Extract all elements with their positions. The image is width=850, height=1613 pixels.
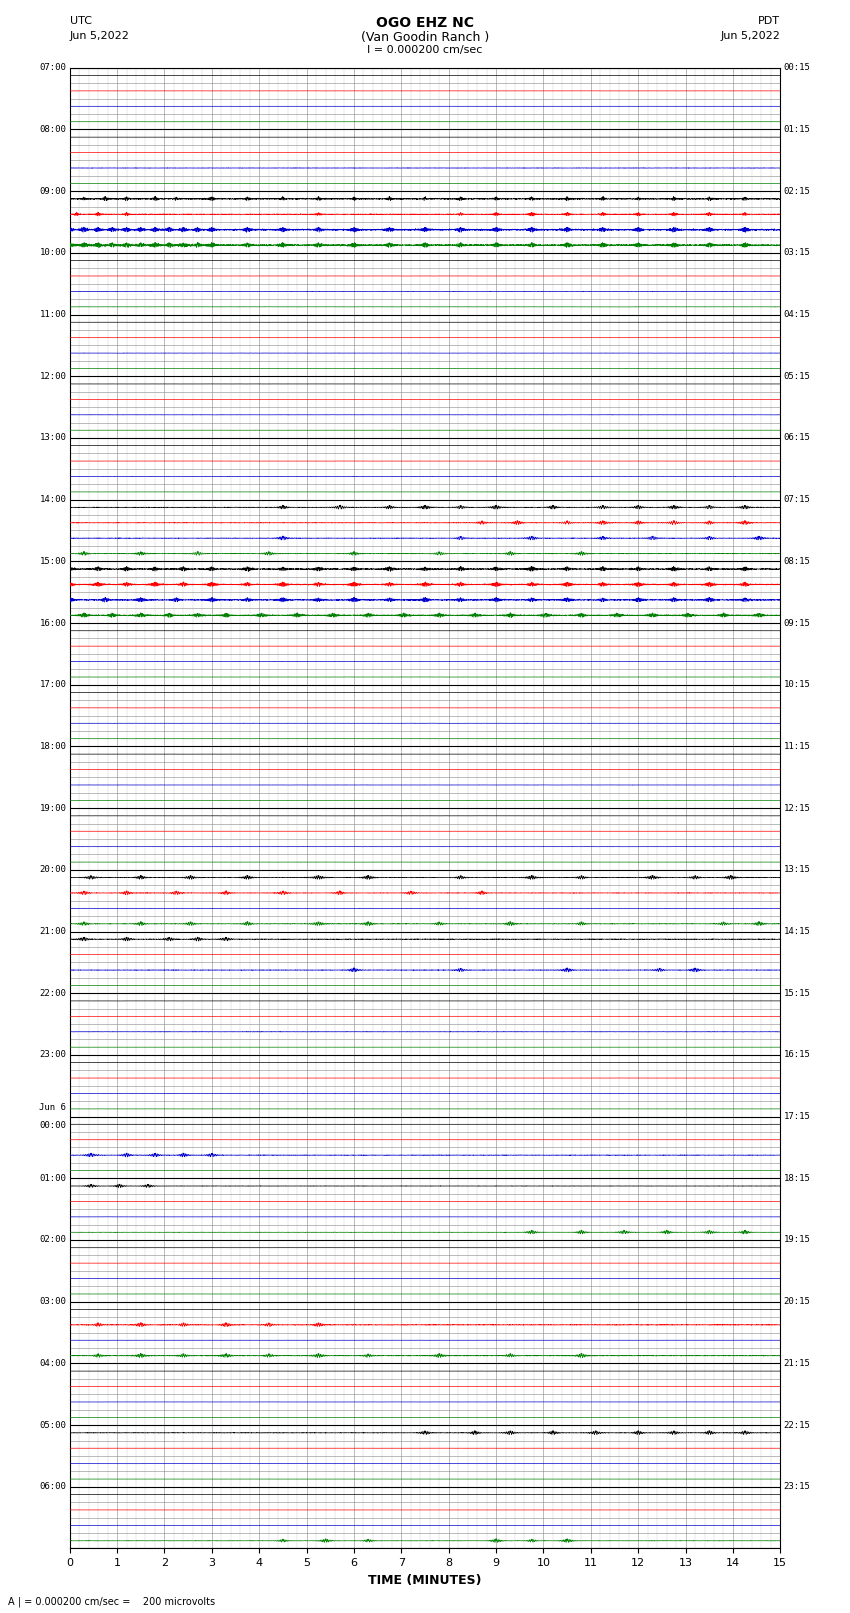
Text: 01:00: 01:00 [39, 1174, 66, 1182]
Text: 21:15: 21:15 [784, 1358, 811, 1368]
Text: 00:00: 00:00 [39, 1121, 66, 1131]
Text: 05:00: 05:00 [39, 1421, 66, 1429]
Text: OGO EHZ NC: OGO EHZ NC [376, 16, 474, 31]
Text: 03:15: 03:15 [784, 248, 811, 258]
Text: 10:15: 10:15 [784, 681, 811, 689]
Text: 16:00: 16:00 [39, 618, 66, 627]
Text: 15:00: 15:00 [39, 556, 66, 566]
Text: 14:00: 14:00 [39, 495, 66, 505]
Text: 21:00: 21:00 [39, 927, 66, 936]
Text: 11:15: 11:15 [784, 742, 811, 752]
Text: 12:15: 12:15 [784, 803, 811, 813]
Text: 02:15: 02:15 [784, 187, 811, 195]
Text: (Van Goodin Ranch ): (Van Goodin Ranch ) [361, 31, 489, 44]
Text: 07:00: 07:00 [39, 63, 66, 73]
Text: 18:15: 18:15 [784, 1174, 811, 1182]
Text: 18:00: 18:00 [39, 742, 66, 752]
Text: 07:15: 07:15 [784, 495, 811, 505]
Text: 06:15: 06:15 [784, 434, 811, 442]
Text: 23:15: 23:15 [784, 1482, 811, 1492]
Text: 23:00: 23:00 [39, 1050, 66, 1060]
Text: 17:00: 17:00 [39, 681, 66, 689]
Text: 06:00: 06:00 [39, 1482, 66, 1492]
Text: 02:00: 02:00 [39, 1236, 66, 1245]
Text: Jun 6: Jun 6 [39, 1103, 66, 1111]
Text: 22:00: 22:00 [39, 989, 66, 998]
Text: A | = 0.000200 cm/sec =    200 microvolts: A | = 0.000200 cm/sec = 200 microvolts [8, 1595, 216, 1607]
Text: Jun 5,2022: Jun 5,2022 [721, 31, 780, 40]
Text: 20:00: 20:00 [39, 865, 66, 874]
Text: 14:15: 14:15 [784, 927, 811, 936]
Text: 13:00: 13:00 [39, 434, 66, 442]
Text: I = 0.000200 cm/sec: I = 0.000200 cm/sec [367, 45, 483, 55]
Text: 15:15: 15:15 [784, 989, 811, 998]
Text: 10:00: 10:00 [39, 248, 66, 258]
Text: 01:15: 01:15 [784, 124, 811, 134]
Text: 19:00: 19:00 [39, 803, 66, 813]
Text: 08:15: 08:15 [784, 556, 811, 566]
Text: 19:15: 19:15 [784, 1236, 811, 1245]
Text: 22:15: 22:15 [784, 1421, 811, 1429]
Text: 20:15: 20:15 [784, 1297, 811, 1307]
Text: UTC: UTC [70, 16, 92, 26]
Text: 04:15: 04:15 [784, 310, 811, 319]
Text: 03:00: 03:00 [39, 1297, 66, 1307]
Text: 08:00: 08:00 [39, 124, 66, 134]
Text: 16:15: 16:15 [784, 1050, 811, 1060]
Text: PDT: PDT [758, 16, 780, 26]
Text: 00:15: 00:15 [784, 63, 811, 73]
Text: 05:15: 05:15 [784, 371, 811, 381]
Text: 09:00: 09:00 [39, 187, 66, 195]
Text: 11:00: 11:00 [39, 310, 66, 319]
Text: 12:00: 12:00 [39, 371, 66, 381]
Text: Jun 5,2022: Jun 5,2022 [70, 31, 129, 40]
Text: 04:00: 04:00 [39, 1358, 66, 1368]
Text: 13:15: 13:15 [784, 865, 811, 874]
Text: 17:15: 17:15 [784, 1111, 811, 1121]
Text: 09:15: 09:15 [784, 618, 811, 627]
X-axis label: TIME (MINUTES): TIME (MINUTES) [368, 1574, 482, 1587]
